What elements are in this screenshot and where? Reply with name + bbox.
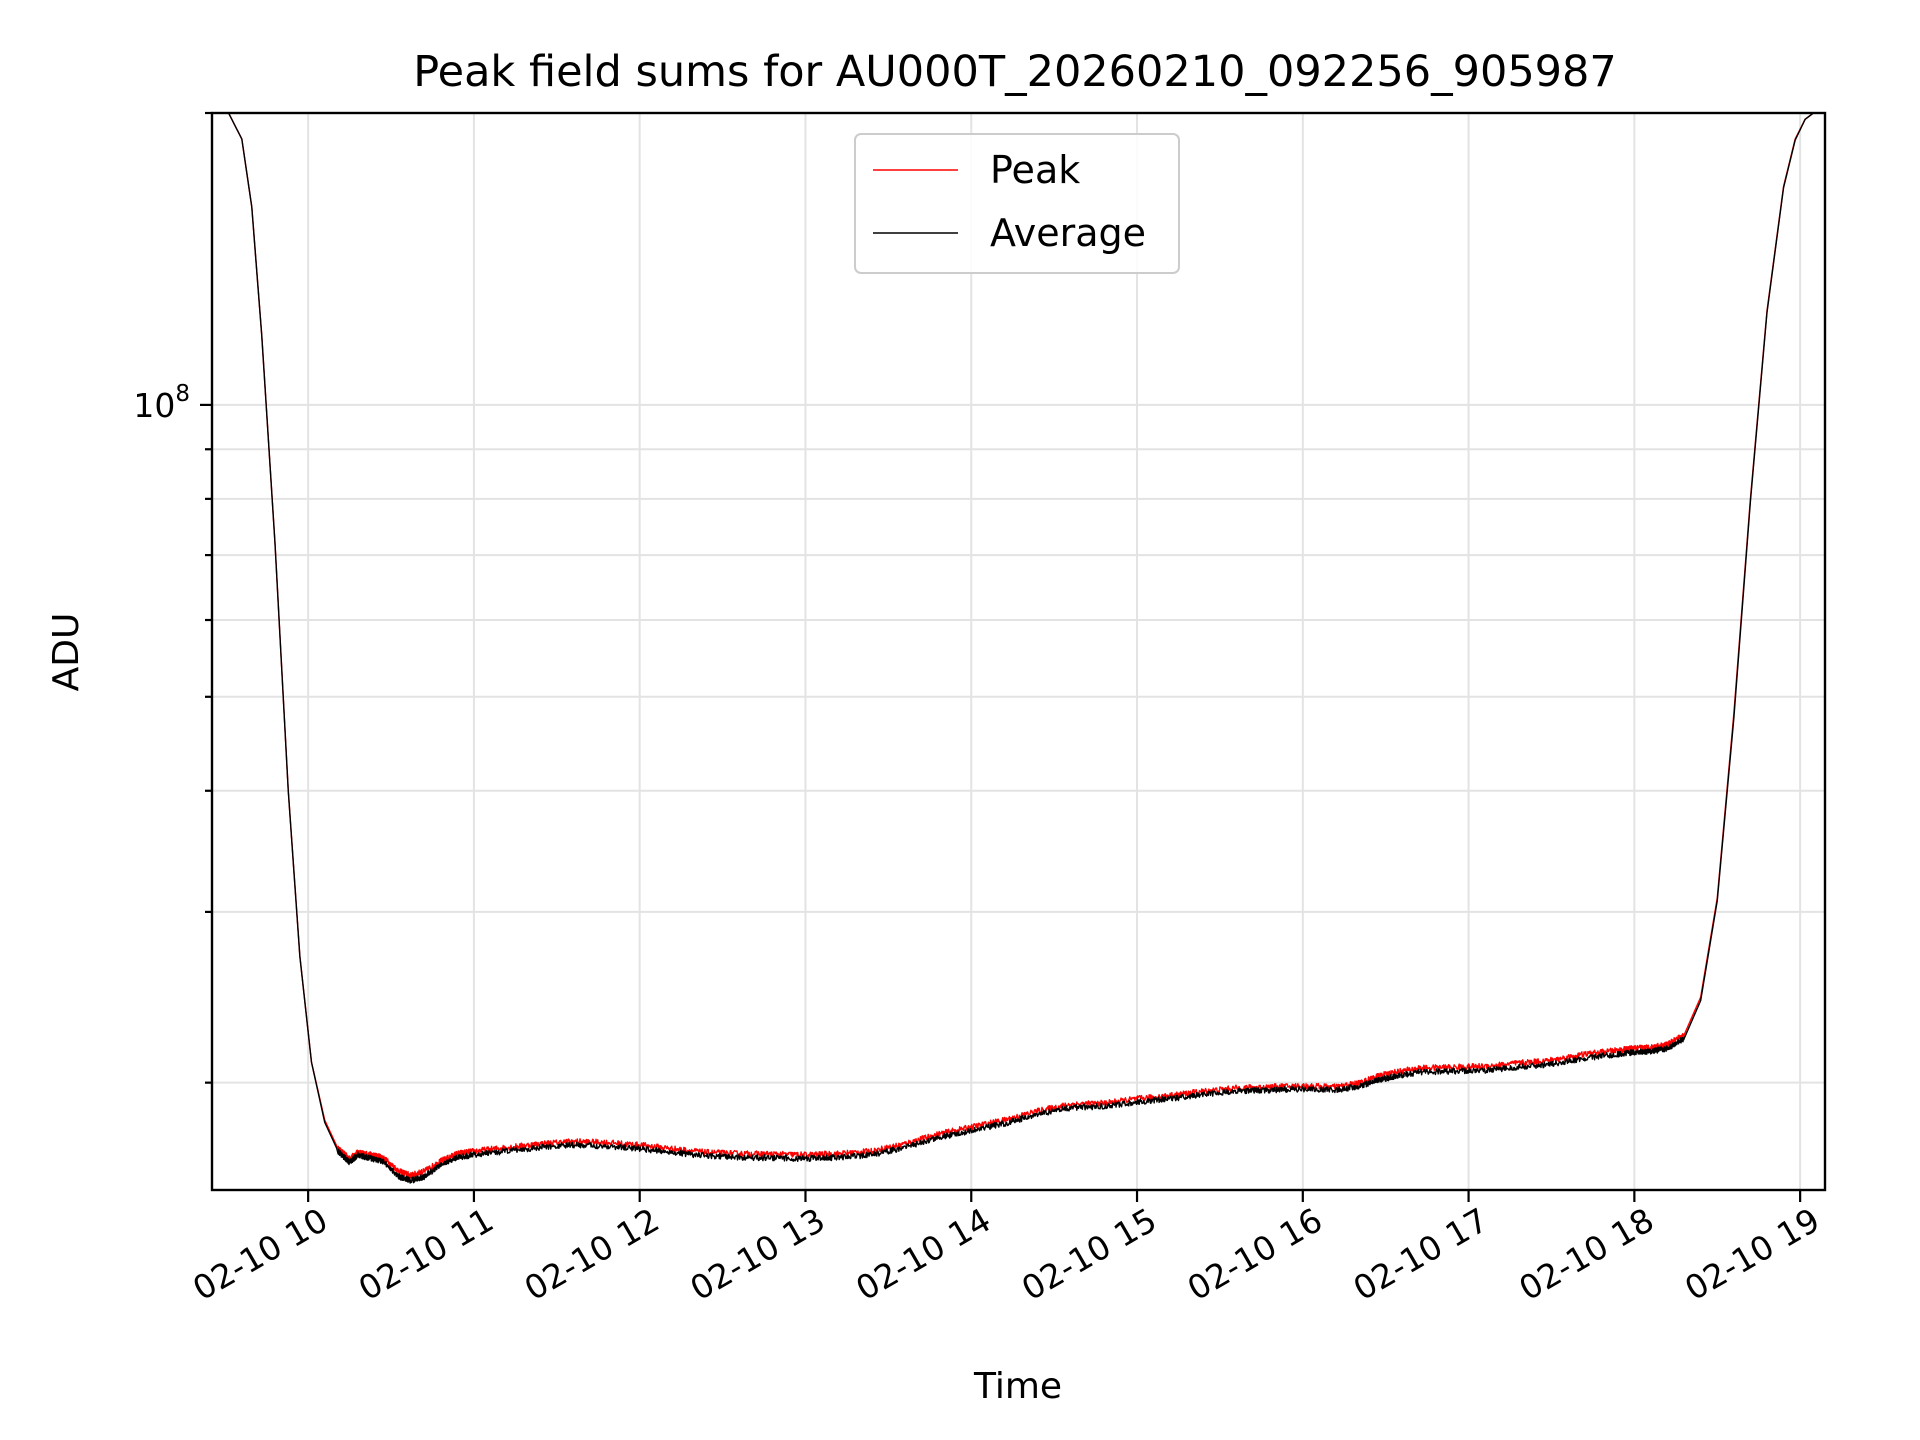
chart-title: Peak field sums for AU000T_20260210_0922… [413, 47, 1617, 97]
axes-frame [210, 111, 1827, 1192]
series-line-peak [212, 113, 1825, 1179]
legend-label-peak: Peak [990, 148, 1080, 192]
plot-area [212, 113, 1825, 1184]
series-line-average [212, 113, 1825, 1184]
x-axis-label: Time [973, 1366, 1062, 1407]
legend: Peak Average [854, 133, 1180, 274]
y-axis-label: ADU [46, 613, 87, 692]
legend-label-average: Average [990, 211, 1146, 255]
y-tick-label-0: 108 [133, 381, 190, 425]
legend-box [854, 133, 1180, 274]
series-layer [212, 113, 1825, 1184]
